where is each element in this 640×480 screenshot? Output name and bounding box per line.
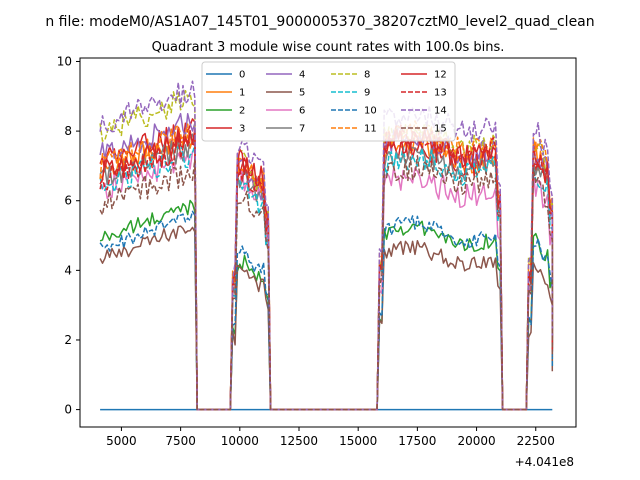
legend-label: 7: [299, 124, 305, 135]
series-line-5: [99, 225, 554, 411]
series-line-8: [99, 89, 554, 411]
y-tick-label: 6: [64, 194, 72, 208]
legend-label: 8: [364, 70, 370, 81]
y-tick-label: 2: [64, 333, 72, 347]
x-tick-label: 20000: [457, 434, 495, 448]
x-tick-label: 10000: [221, 434, 259, 448]
x-tick-label: 12500: [280, 434, 318, 448]
legend-label: 15: [434, 124, 447, 135]
legend-label: 3: [239, 124, 245, 135]
figure-suptitle: n file: modeM0/AS1A07_145T01_9000005370_…: [45, 14, 594, 30]
y-tick-label: 10: [57, 54, 72, 68]
legend-label: 9: [364, 88, 370, 99]
legend-label: 1: [239, 88, 245, 99]
series-line-14: [99, 80, 554, 411]
x-axis: 5000 7500 10000 12500 15000 17500 20000 22500: [106, 427, 555, 448]
series-line-2: [99, 199, 554, 411]
legend-label: 6: [299, 106, 305, 117]
legend-label: 10: [364, 106, 377, 117]
series-line-13: [99, 124, 554, 411]
plot-area: [99, 80, 554, 411]
x-tick-label: 15000: [339, 434, 377, 448]
legend-label: 14: [434, 106, 447, 117]
legend-label: 0: [239, 70, 245, 81]
y-tick-label: 8: [64, 124, 72, 138]
legend-label: 4: [299, 70, 305, 81]
y-tick-label: 4: [64, 263, 72, 277]
y-axis: 0 2 4 6 8 10: [57, 54, 80, 417]
legend-label: 5: [299, 88, 305, 99]
series-line-15: [99, 155, 554, 411]
legend-label: 2: [239, 106, 245, 117]
series-line-7: [99, 133, 554, 411]
x-offset-label: +4.041e8: [515, 455, 574, 469]
legend-box: [201, 61, 456, 142]
chart-title: Quadrant 3 module wise count rates with …: [152, 40, 505, 55]
x-tick-label: 5000: [106, 434, 137, 448]
x-tick-label: 22500: [517, 434, 555, 448]
legend-label: 13: [434, 88, 447, 99]
x-tick-label: 7500: [165, 434, 196, 448]
x-tick-label: 17500: [398, 434, 436, 448]
axes-frame: [79, 57, 577, 428]
y-tick-label: 0: [64, 403, 72, 417]
legend-label: 12: [434, 70, 447, 81]
series-line-1: [99, 133, 554, 411]
legend-label: 11: [364, 124, 377, 135]
